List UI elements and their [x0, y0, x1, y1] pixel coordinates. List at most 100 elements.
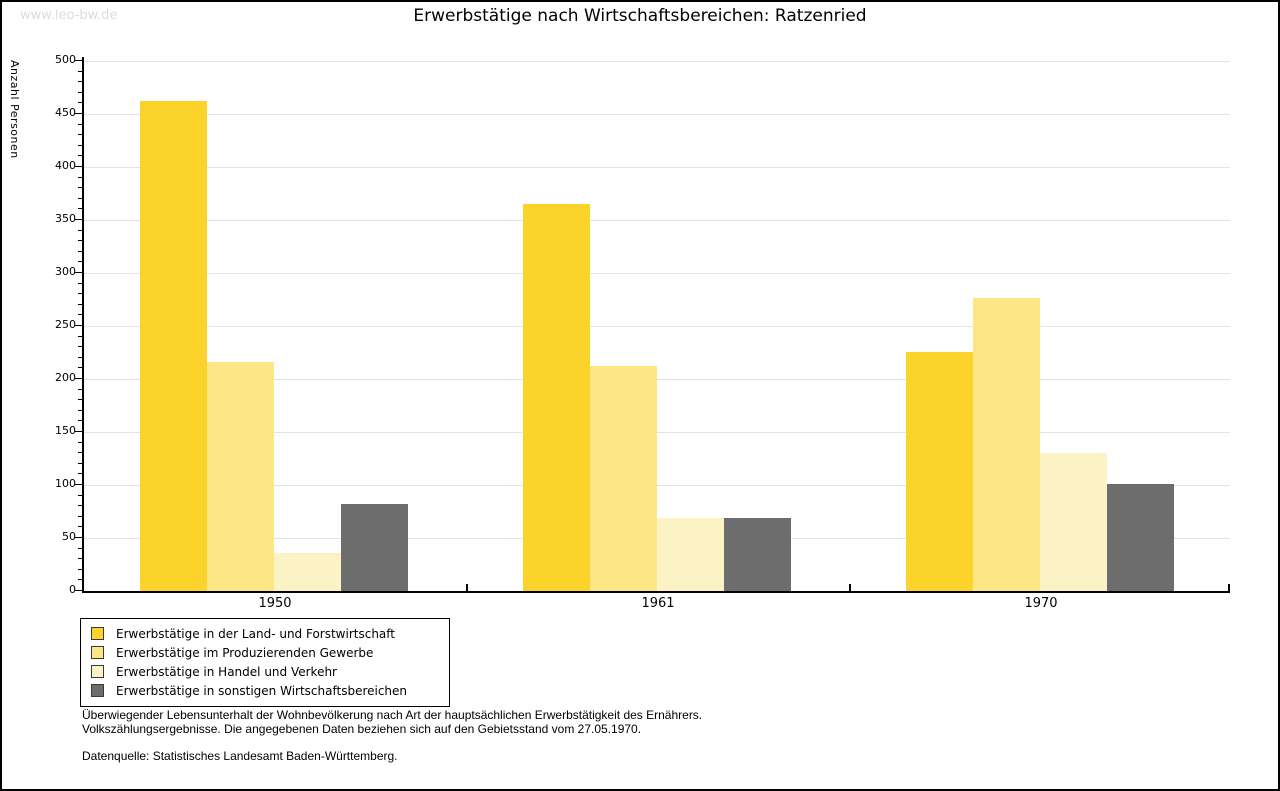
y-tick-minor: [78, 548, 82, 549]
footnote-line: Volkszählungsergebnisse. Die angegebenen…: [82, 722, 642, 736]
legend-swatch-handel-verkehr: [91, 665, 104, 678]
y-tick-minor: [78, 177, 82, 178]
legend-label: Erwerbstätige im Produzierenden Gewerbe: [116, 645, 374, 660]
y-tick-minor: [78, 240, 82, 241]
y-axis-title: Anzahl Personen: [8, 60, 21, 159]
y-tick-minor: [78, 134, 82, 135]
chart-title: Erwerbstätige nach Wirtschaftsbereichen:…: [413, 6, 867, 26]
y-tick-minor: [78, 283, 82, 284]
y-tick-minor: [78, 124, 82, 125]
y-tick-minor: [78, 420, 82, 421]
y-tick-label: 300: [55, 265, 76, 278]
y-tick-minor: [78, 346, 82, 347]
y-tick-label: 250: [55, 318, 76, 331]
y-tick-minor: [78, 261, 82, 262]
data-source-text: Datenquelle: Statistisches Landesamt Bad…: [82, 749, 398, 763]
x-axis-label-1961: 1961: [641, 596, 675, 611]
y-gridline: [84, 379, 1230, 380]
y-tick-major: [75, 60, 82, 61]
y-tick-minor: [78, 452, 82, 453]
y-tick-minor: [78, 145, 82, 146]
y-tick-minor: [78, 399, 82, 400]
bar-1970-series0: [906, 352, 973, 591]
y-tick-label: 0: [69, 583, 76, 596]
y-tick-minor: [78, 579, 82, 580]
y-tick-minor: [78, 505, 82, 506]
y-gridline: [84, 273, 1230, 274]
y-tick-minor: [78, 389, 82, 390]
y-tick-major: [75, 378, 82, 379]
bar-1961-series0: [523, 204, 590, 591]
legend-row: Erwerbstätige in sonstigen Wirtschaftsbe…: [91, 681, 441, 700]
y-tick-major: [75, 166, 82, 167]
y-gridline: [84, 220, 1230, 221]
y-gridline: [84, 61, 1230, 62]
legend-label: Erwerbstätige in Handel und Verkehr: [116, 664, 337, 679]
y-tick-label: 100: [55, 477, 76, 490]
y-tick-minor: [78, 558, 82, 559]
y-tick-minor: [78, 410, 82, 411]
y-tick-label: 50: [62, 530, 76, 543]
y-tick-minor: [78, 187, 82, 188]
legend-row: Erwerbstätige im Produzierenden Gewerbe: [91, 643, 441, 662]
legend-row: Erwerbstätige in Handel und Verkehr: [91, 662, 441, 681]
y-tick-minor: [78, 367, 82, 368]
x-axis-label-1970: 1970: [1024, 596, 1058, 611]
legend-label: Erwerbstätige in sonstigen Wirtschaftsbe…: [116, 683, 408, 698]
watermark: www.leo-bw.de: [20, 8, 118, 23]
y-tick-label: 200: [55, 371, 76, 384]
plot-area: [75, 57, 1230, 593]
y-tick-minor: [78, 71, 82, 72]
x-tick: [466, 584, 468, 591]
bar-1950-series1: [207, 362, 274, 591]
bar-1970-series2: [1040, 453, 1107, 591]
y-tick-minor: [78, 92, 82, 93]
x-tick: [849, 584, 851, 591]
y-gridline: [84, 432, 1230, 433]
y-tick-minor: [78, 336, 82, 337]
legend-label: Erwerbstätige in der Land- und Forstwirt…: [116, 626, 395, 641]
y-tick-minor: [78, 357, 82, 358]
y-tick-major: [75, 590, 82, 591]
y-tick-label: 450: [55, 106, 76, 119]
footnote-text: Überwiegender Lebensunterhalt der Wohnbe…: [82, 708, 702, 736]
bar-1961-series1: [590, 366, 657, 591]
y-tick-minor: [78, 81, 82, 82]
y-tick-major: [75, 113, 82, 114]
bar-1950-series2: [274, 553, 341, 591]
y-tick-label: 350: [55, 212, 76, 225]
y-tick-major: [75, 431, 82, 432]
legend-swatch-land-forstwirtschaft: [91, 627, 104, 640]
y-tick-major: [75, 484, 82, 485]
y-tick-minor: [78, 304, 82, 305]
y-tick-minor: [78, 463, 82, 464]
y-tick-minor: [78, 102, 82, 103]
y-gridline: [84, 326, 1230, 327]
legend-row: Erwerbstätige in der Land- und Forstwirt…: [91, 624, 441, 643]
bar-1950-series3: [341, 504, 408, 591]
legend-swatch-produzierendes-gewerbe: [91, 646, 104, 659]
x-axis-label-1950: 1950: [258, 596, 292, 611]
y-tick-minor: [78, 473, 82, 474]
y-tick-minor: [78, 516, 82, 517]
y-tick-minor: [78, 208, 82, 209]
y-tick-minor: [78, 293, 82, 294]
legend-swatch-sonstige-bereiche: [91, 684, 104, 697]
bar-1961-series3: [724, 518, 791, 591]
bar-1961-series2: [657, 518, 724, 591]
y-tick-minor: [78, 495, 82, 496]
y-tick-label: 500: [55, 53, 76, 66]
y-tick-label: 150: [55, 424, 76, 437]
y-tick-label: 400: [55, 159, 76, 172]
x-tick: [1228, 584, 1230, 591]
bar-1970-series3: [1107, 484, 1174, 591]
y-tick-minor: [78, 314, 82, 315]
y-tick-minor: [78, 230, 82, 231]
footnote-line: Überwiegender Lebensunterhalt der Wohnbe…: [82, 708, 703, 722]
y-tick-major: [75, 325, 82, 326]
y-tick-minor: [78, 569, 82, 570]
y-gridline: [84, 167, 1230, 168]
bar-1950-series0: [140, 101, 207, 591]
y-tick-minor: [78, 155, 82, 156]
